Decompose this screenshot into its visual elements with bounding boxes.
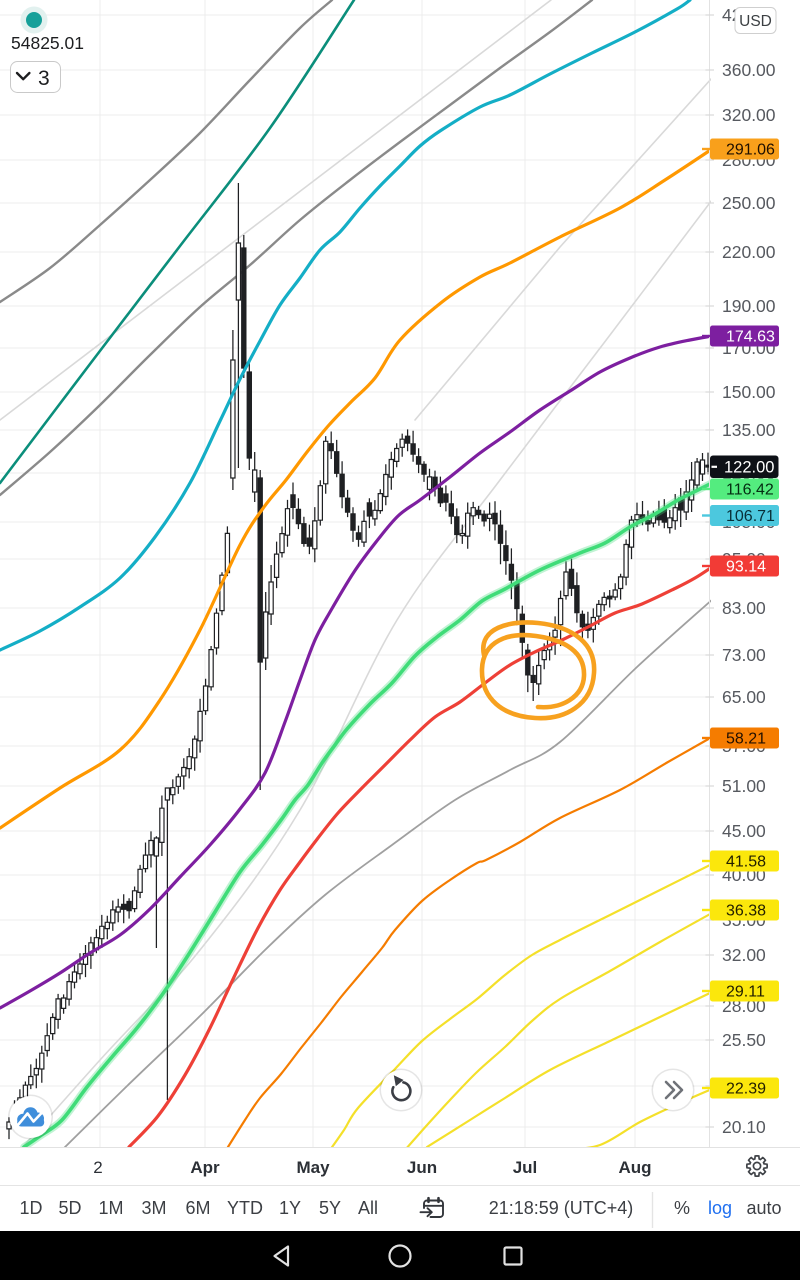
svg-text:41.58: 41.58 <box>726 854 766 871</box>
svg-text:83.00: 83.00 <box>722 598 766 618</box>
svg-text:May: May <box>296 1158 330 1177</box>
svg-text:250.00: 250.00 <box>722 193 776 213</box>
svg-text:3: 3 <box>38 67 50 90</box>
svg-text:6M: 6M <box>185 1198 210 1218</box>
svg-text:1M: 1M <box>98 1198 123 1218</box>
svg-text:25.50: 25.50 <box>722 1030 766 1050</box>
svg-text:5Y: 5Y <box>319 1198 341 1218</box>
svg-text:150.00: 150.00 <box>722 382 776 402</box>
svg-text:116.42: 116.42 <box>726 482 774 499</box>
svg-text:45.00: 45.00 <box>722 821 766 841</box>
svg-text:%: % <box>674 1198 690 1218</box>
svg-text:1D: 1D <box>19 1198 42 1218</box>
svg-text:Jul: Jul <box>513 1158 538 1177</box>
svg-text:122.00: 122.00 <box>724 459 774 477</box>
svg-text:log: log <box>708 1198 732 1218</box>
svg-text:auto: auto <box>746 1198 781 1218</box>
svg-text:320.00: 320.00 <box>722 105 776 125</box>
svg-text:360.00: 360.00 <box>722 60 776 80</box>
svg-text:YTD: YTD <box>227 1198 263 1218</box>
svg-text:1Y: 1Y <box>279 1198 301 1218</box>
svg-text:291.06: 291.06 <box>726 142 775 159</box>
svg-text:106.71: 106.71 <box>726 508 775 525</box>
svg-text:Aug: Aug <box>618 1158 651 1177</box>
svg-text:2: 2 <box>93 1158 102 1177</box>
svg-text:5D: 5D <box>58 1198 81 1218</box>
svg-text:220.00: 220.00 <box>722 242 776 262</box>
svg-text:51.00: 51.00 <box>722 776 766 796</box>
svg-text:21:18:59 (UTC+4): 21:18:59 (UTC+4) <box>489 1198 634 1218</box>
svg-text:Jun: Jun <box>407 1158 437 1177</box>
svg-text:36.38: 36.38 <box>726 903 766 920</box>
svg-text:65.00: 65.00 <box>722 687 766 707</box>
svg-text:190.00: 190.00 <box>722 296 776 316</box>
svg-text:USD: USD <box>739 13 772 30</box>
svg-text:32.00: 32.00 <box>722 945 766 965</box>
svg-text:54825.01: 54825.01 <box>11 33 84 53</box>
svg-text:20.10: 20.10 <box>722 1117 766 1137</box>
svg-text:29.11: 29.11 <box>726 984 765 1001</box>
svg-text:93.14: 93.14 <box>726 559 766 576</box>
svg-text:135.00: 135.00 <box>722 420 776 440</box>
svg-text:73.00: 73.00 <box>722 645 766 665</box>
svg-text:All: All <box>358 1198 378 1218</box>
svg-text:3M: 3M <box>141 1198 166 1218</box>
svg-text:Apr: Apr <box>190 1158 220 1177</box>
svg-text:174.63: 174.63 <box>726 329 775 346</box>
svg-text:58.21: 58.21 <box>726 731 766 748</box>
svg-text:22.39: 22.39 <box>726 1081 766 1098</box>
